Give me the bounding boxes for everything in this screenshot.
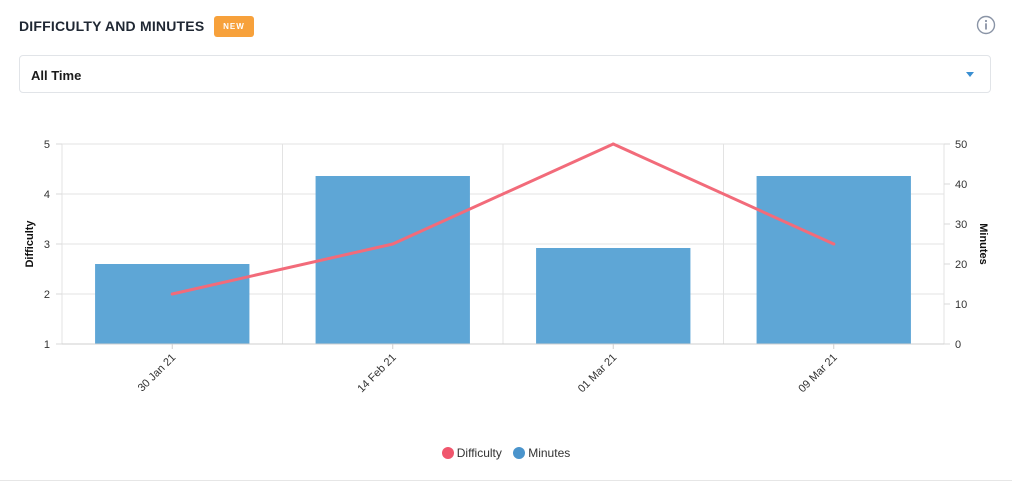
legend-label-difficulty: Difficulty (456, 446, 502, 460)
x-tick-label: 01 Mar 21 (576, 352, 620, 396)
x-tick-label: 30 Jan 21 (136, 352, 179, 395)
y-right-tick-label: 50 (955, 139, 967, 151)
legend-dot-minutes (513, 447, 526, 459)
bar-minutes (536, 248, 691, 344)
chart-title: DIFFICULTY AND MINUTES (19, 18, 205, 34)
y-left-axis-title: Difficulty (24, 220, 36, 268)
bar-minutes (315, 176, 470, 344)
point-difficulty (170, 292, 174, 296)
y-right-axis-title: Minutes (977, 223, 989, 265)
legend-label-minutes: Minutes (528, 446, 571, 460)
line-difficulty (170, 142, 836, 296)
y-right-tick-label: 10 (955, 299, 967, 311)
chevron-down-icon (966, 72, 974, 77)
point-difficulty (391, 242, 395, 246)
chart-header: DIFFICULTY AND MINUTES NEW (19, 14, 999, 40)
y-left-tick-label: 1 (44, 339, 50, 351)
y-right-tick-label: 40 (955, 179, 967, 191)
legend-dot-difficulty (441, 447, 454, 459)
y-left-tick-label: 4 (44, 189, 50, 201)
y-left-tick-label: 3 (44, 239, 50, 251)
point-difficulty (611, 142, 615, 146)
y-left-tick-label: 2 (44, 289, 50, 301)
y-left-tick-label: 5 (44, 139, 50, 151)
x-tick-label: 14 Feb 21 (355, 352, 399, 396)
y-right-tick-label: 20 (955, 259, 967, 271)
new-badge: NEW (214, 16, 254, 37)
x-tick-label: 09 Mar 21 (796, 352, 840, 396)
y-right-tick-label: 0 (955, 339, 961, 351)
y-right-tick-label: 30 (955, 219, 967, 231)
legend-item-minutes[interactable]: Minutes (513, 446, 570, 460)
bar-minutes (95, 264, 250, 344)
bottom-divider (0, 480, 1012, 481)
info-icon[interactable] (976, 15, 996, 35)
bar-minutes (756, 176, 911, 344)
legend-item-difficulty[interactable]: Difficulty (441, 446, 502, 460)
point-difficulty (832, 242, 836, 246)
time-range-select[interactable]: All Time (19, 55, 991, 93)
time-range-value: All Time (31, 68, 82, 83)
chart-legend: Difficulty Minutes (0, 446, 1012, 460)
